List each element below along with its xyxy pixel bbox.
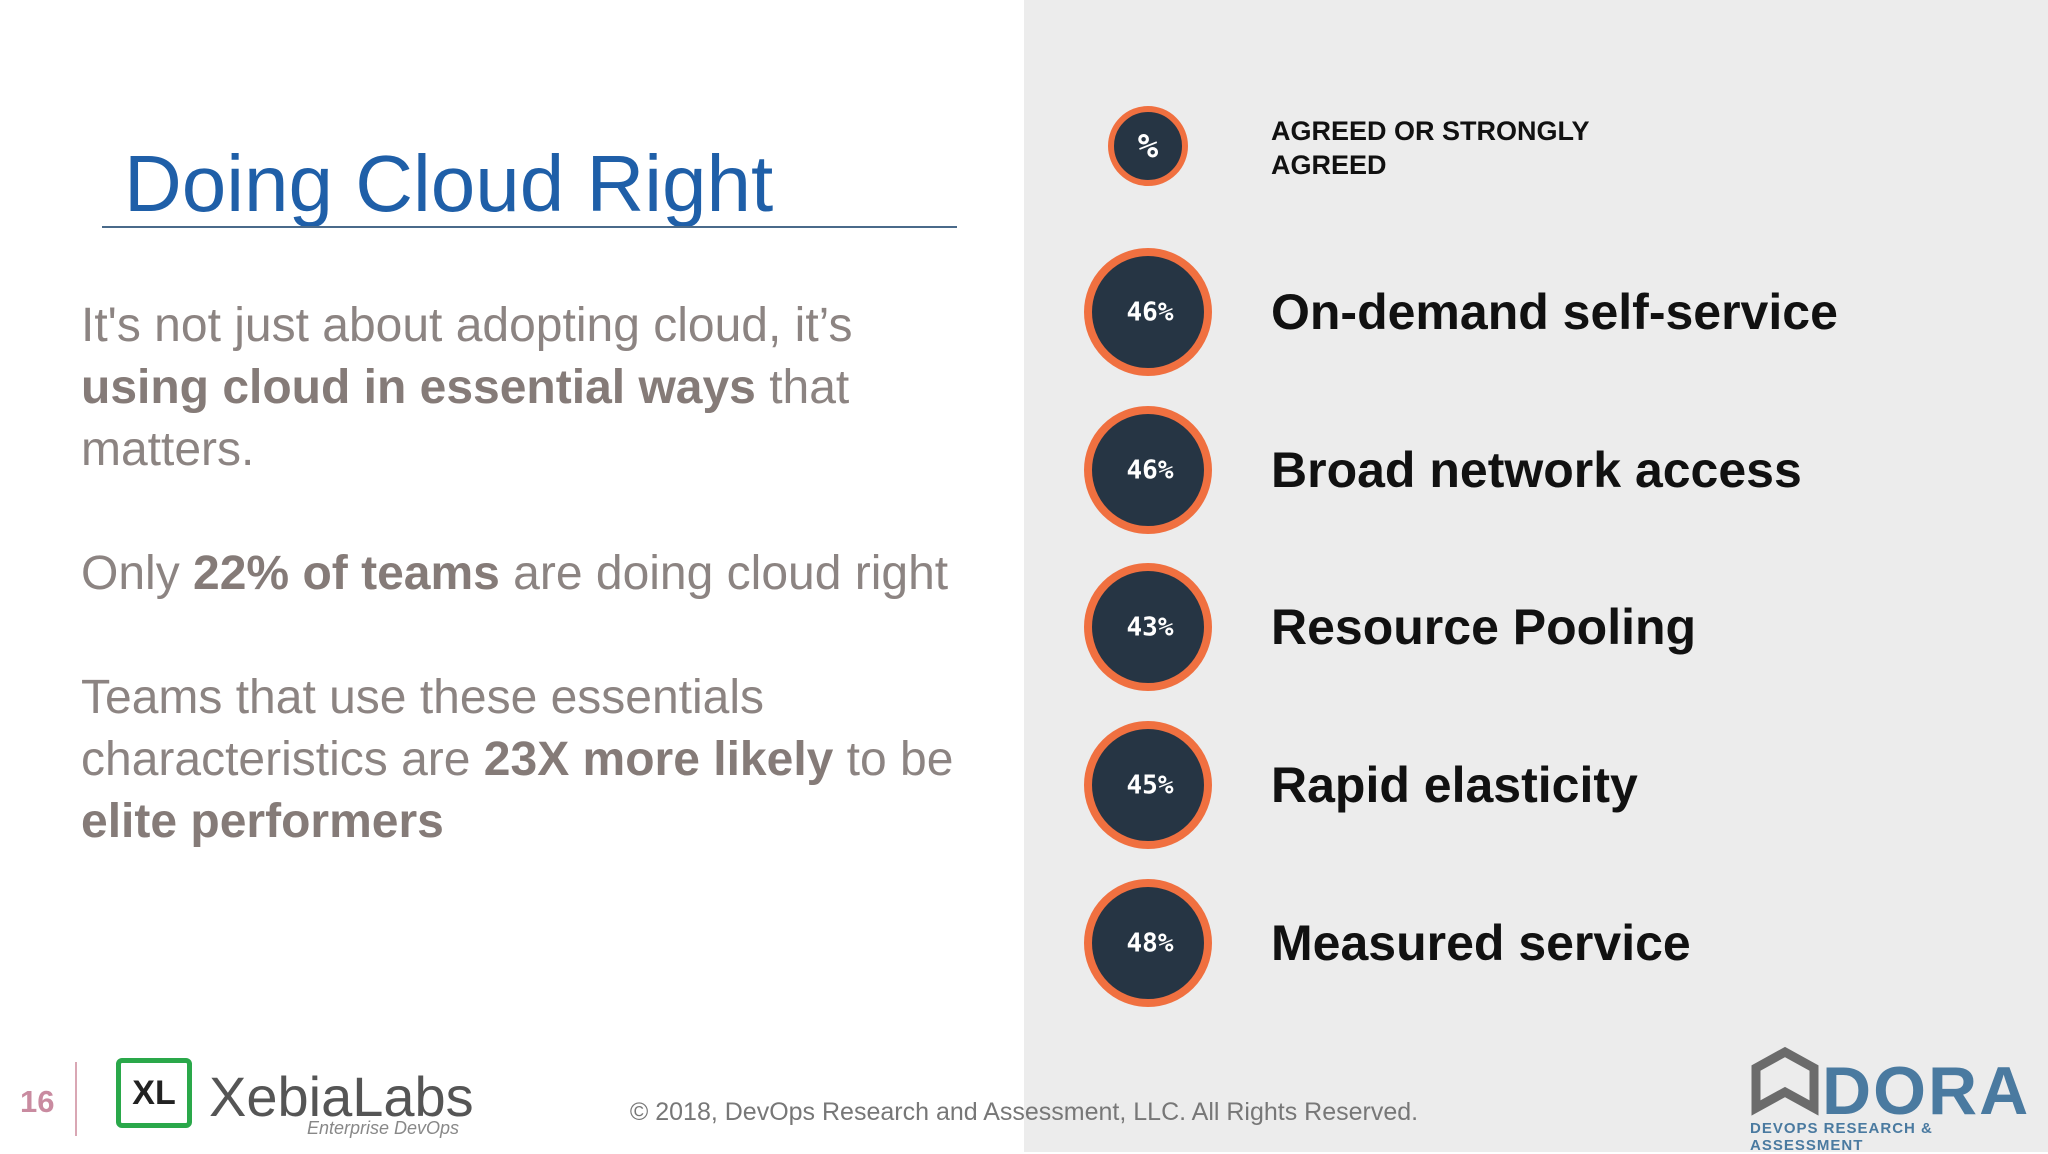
text-run: It's not just about adopting cloud, it’s: [81, 299, 853, 352]
copyright: © 2018, DevOps Research and Assessment, …: [629, 1098, 1419, 1126]
slide-title: Doing Cloud Right: [124, 139, 774, 228]
page-rule: [75, 1062, 77, 1136]
text-run: Only: [81, 547, 194, 600]
item-label: Broad network access: [1271, 442, 1802, 498]
bold-text: 22% of teams: [193, 547, 500, 600]
dora-tagline: DEVOPS RESEARCH & ASSESSMENT: [1750, 1120, 1933, 1154]
value-text: 48%: [1127, 929, 1174, 959]
title-rule: [102, 226, 957, 228]
text-run: to be: [833, 733, 954, 786]
dora-icon: [1751, 1046, 1819, 1116]
paragraph: Teams that use these essentials characte…: [81, 667, 961, 853]
value-text: 45%: [1127, 771, 1174, 801]
value-text: 46%: [1127, 298, 1174, 328]
page-number: 16: [20, 1084, 55, 1119]
item-label: Rapid elasticity: [1271, 757, 1638, 813]
item-label: Measured service: [1271, 915, 1691, 971]
body-text: It's not just about adopting cloud, it’s…: [81, 295, 961, 915]
value-ring: [1084, 879, 1212, 1007]
paragraph: Only 22% of teams are doing cloud right: [81, 543, 961, 605]
xebialabs-icon: XL: [116, 1058, 192, 1128]
bold-text: using cloud in essential ways: [81, 361, 756, 414]
text-run: that matters.: [81, 361, 850, 476]
legend-ring: [1108, 106, 1188, 186]
item-label: Resource Pooling: [1271, 599, 1697, 655]
item-label: On-demand self-service: [1271, 284, 1838, 340]
dora-logo: DORA: [1822, 1053, 2031, 1129]
text-run: Teams that use these essentials characte…: [81, 671, 765, 786]
value-text: 43%: [1127, 613, 1174, 643]
dora-house: [1751, 1046, 1819, 1116]
paragraph: It's not just about adopting cloud, it’s…: [81, 295, 961, 481]
value-text: 46%: [1127, 456, 1174, 486]
value-ring: [1084, 248, 1212, 376]
legend-label: AGREED OR STRONGLY AGREED: [1271, 116, 1590, 180]
value-ring: [1084, 563, 1212, 691]
text-run: are doing cloud right: [499, 547, 949, 600]
bold-text: 23X more likely: [483, 733, 834, 786]
legend-symbol: %: [1138, 127, 1159, 167]
value-ring: [1084, 721, 1212, 849]
xebialabs-logo: XebiaLabs: [209, 1065, 474, 1128]
value-ring: [1084, 406, 1212, 534]
xebialabs-tagline: Enterprise DevOps: [307, 1118, 460, 1138]
bold-text: elite performers: [81, 795, 444, 848]
